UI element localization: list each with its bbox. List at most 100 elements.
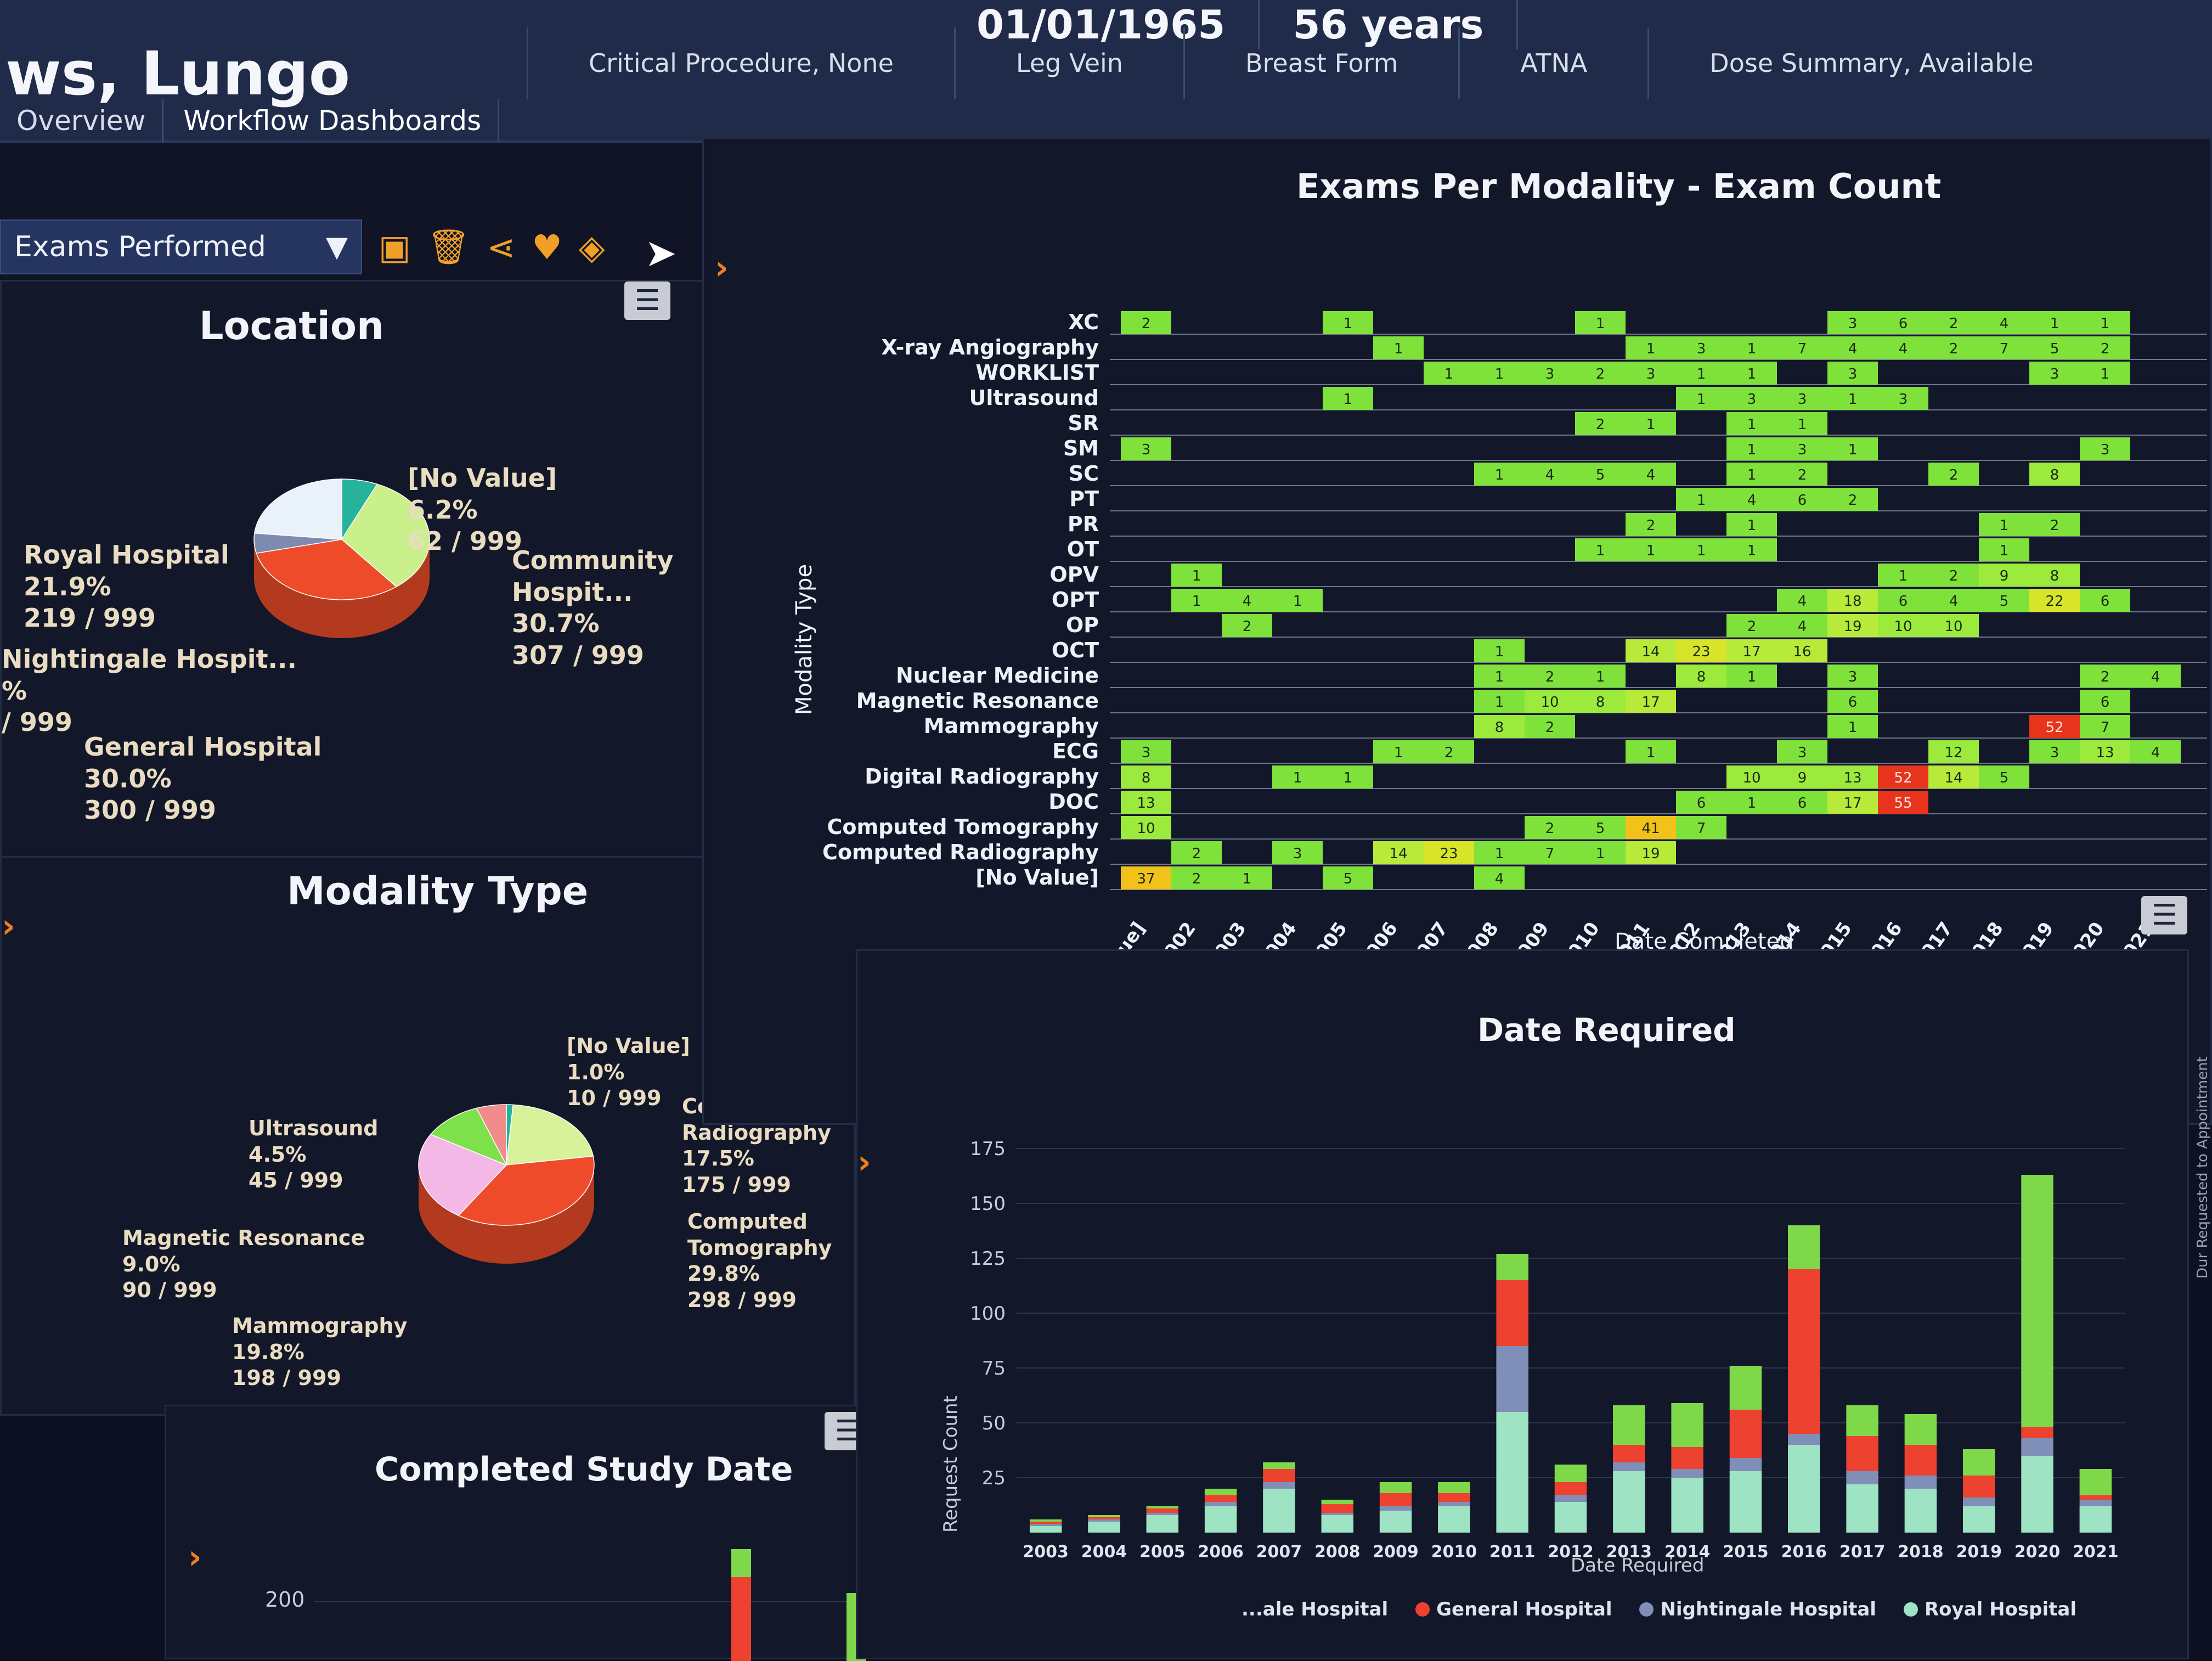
bar-segment[interactable]: [1379, 1493, 1412, 1506]
bar-segment[interactable]: [1671, 1478, 1703, 1533]
bar-segment[interactable]: [1788, 1445, 1820, 1533]
heatmap-cell[interactable]: [1979, 311, 2029, 334]
heatmap-cell[interactable]: [1827, 437, 1878, 460]
heatmap-cell[interactable]: [1928, 336, 1979, 359]
bar-segment[interactable]: [1088, 1515, 1120, 1517]
date-required-expand-icon[interactable]: ›: [857, 1143, 871, 1181]
heatmap-cell[interactable]: [1525, 816, 1575, 839]
heatmap-cell[interactable]: [1777, 488, 1827, 511]
heatmap-cell[interactable]: [1626, 740, 1676, 763]
heatmap-cell[interactable]: [1171, 866, 1222, 889]
bar-segment[interactable]: [1379, 1506, 1412, 1511]
heatmap-cell[interactable]: [1827, 387, 1878, 410]
bar-segment[interactable]: [1729, 1458, 1762, 1471]
heatmap-cell[interactable]: [1827, 614, 1878, 637]
heatmap-cell[interactable]: [1777, 336, 1827, 359]
bar-segment[interactable]: [1613, 1471, 1645, 1533]
heatmap-cell[interactable]: [1676, 639, 1726, 662]
heatmap-cell[interactable]: [1676, 816, 1726, 839]
heatmap-cell[interactable]: [2029, 715, 2080, 738]
completed-study-expand-icon[interactable]: ›: [188, 1538, 202, 1576]
heatmap-cell[interactable]: [1121, 437, 1171, 460]
heatmap-cell[interactable]: [2080, 740, 2130, 763]
heatmap-cell[interactable]: [1272, 589, 1323, 612]
heatmap-cell[interactable]: [1928, 614, 1979, 637]
heatmap-cell[interactable]: [1777, 589, 1827, 612]
heatmap-cell[interactable]: [1424, 362, 1474, 385]
bar-segment[interactable]: [1846, 1471, 1878, 1484]
heatmap-cell[interactable]: [1474, 665, 1525, 688]
heatmap-cell[interactable]: [1726, 765, 1777, 789]
heatmap-cell[interactable]: [1474, 362, 1525, 385]
bar-segment[interactable]: [2021, 1438, 2053, 1456]
heatmap-cell[interactable]: [1676, 665, 1726, 688]
modality-pie-slice[interactable]: [430, 1107, 507, 1166]
heatmap-cell[interactable]: [1525, 715, 1575, 738]
save-icon[interactable]: ▣: [379, 227, 411, 267]
bar-segment[interactable]: [1904, 1489, 1937, 1533]
bar-segment[interactable]: [1204, 1506, 1237, 1533]
bar-segment[interactable]: [1904, 1476, 1937, 1489]
heatmap-cell[interactable]: [1827, 665, 1878, 688]
bar-segment[interactable]: [1846, 1405, 1878, 1436]
heatmap-cell[interactable]: [1928, 564, 1979, 587]
bar-segment[interactable]: [1729, 1471, 1762, 1533]
heatmap-cell[interactable]: [1474, 463, 1525, 486]
heatmap-cell[interactable]: [1979, 336, 2029, 359]
heatmap-cell[interactable]: [1121, 765, 1171, 789]
heatmap-cell[interactable]: [2080, 437, 2130, 460]
bar-segment[interactable]: [1263, 1462, 1295, 1469]
heatmap-cell[interactable]: [1575, 841, 1626, 864]
heatmap-cell[interactable]: [1878, 589, 1928, 612]
bar-segment[interactable]: [1029, 1522, 1062, 1524]
heatmap-cell[interactable]: [2029, 589, 2080, 612]
modality-pie-slice[interactable]: [418, 1134, 507, 1217]
heatmap-cell[interactable]: [1979, 589, 2029, 612]
heatmap-cell[interactable]: [1928, 589, 1979, 612]
heatmap-cell[interactable]: [1676, 791, 1726, 814]
heatmap-cell[interactable]: [1928, 463, 1979, 486]
heatmap-cell[interactable]: [2029, 311, 2080, 334]
header-alert-breast-form[interactable]: Breast Form: [1183, 27, 1458, 99]
heatmap-cell[interactable]: [1222, 866, 1272, 889]
heatmap-cell[interactable]: [1474, 639, 1525, 662]
modality-pie-slice[interactable]: [458, 1156, 595, 1226]
heatmap-cell[interactable]: [1878, 614, 1928, 637]
heatmap-cell[interactable]: [1121, 866, 1171, 889]
heatmap-cell[interactable]: [1726, 614, 1777, 637]
heatmap-cell[interactable]: [1626, 412, 1676, 435]
header-alert-critical-procedure[interactable]: Critical Procedure, None: [527, 27, 954, 99]
heatmap-cell[interactable]: [1121, 740, 1171, 763]
bar-segment[interactable]: [2079, 1469, 2112, 1495]
header-alert-atna[interactable]: ATNA: [1458, 27, 1647, 99]
bar-segment[interactable]: [1438, 1493, 1470, 1502]
bar-segment[interactable]: [1613, 1405, 1645, 1445]
heatmap-cell[interactable]: [1777, 765, 1827, 789]
heatmap-cell[interactable]: [1979, 513, 2029, 536]
modality-pie-slice[interactable]: [476, 1104, 507, 1165]
bar-segment[interactable]: [1204, 1495, 1237, 1502]
legend-item[interactable]: General Hospital: [1415, 1598, 1612, 1620]
heatmap-cell[interactable]: [1777, 740, 1827, 763]
heatmap-cell[interactable]: [1726, 336, 1777, 359]
heatmap-cell[interactable]: [2029, 513, 2080, 536]
heatmap-cell[interactable]: [1575, 311, 1626, 334]
bar-segment[interactable]: [2021, 1175, 2053, 1427]
heatmap-cell[interactable]: [1575, 538, 1626, 561]
heatmap-cell[interactable]: [1827, 715, 1878, 738]
heatmap-cell[interactable]: [1575, 362, 1626, 385]
heatmap-cell[interactable]: [1777, 437, 1827, 460]
heatmap-cell[interactable]: [1525, 362, 1575, 385]
bar-segment[interactable]: [1554, 1502, 1587, 1533]
heatmap-cell[interactable]: [1827, 589, 1878, 612]
bar-segment[interactable]: [1788, 1434, 1820, 1445]
bar-segment[interactable]: [1321, 1504, 1353, 1513]
bar-segment[interactable]: [1204, 1502, 1237, 1506]
bar-segment[interactable]: [1496, 1280, 1528, 1346]
heatmap-cell[interactable]: [1979, 538, 2029, 561]
heatmap-cell[interactable]: [1626, 639, 1676, 662]
modality-pie-slice[interactable]: [506, 1104, 594, 1165]
bar-segment[interactable]: [1146, 1508, 1179, 1513]
bar-segment[interactable]: [1962, 1506, 1995, 1533]
bar-segment[interactable]: [1321, 1515, 1353, 1533]
